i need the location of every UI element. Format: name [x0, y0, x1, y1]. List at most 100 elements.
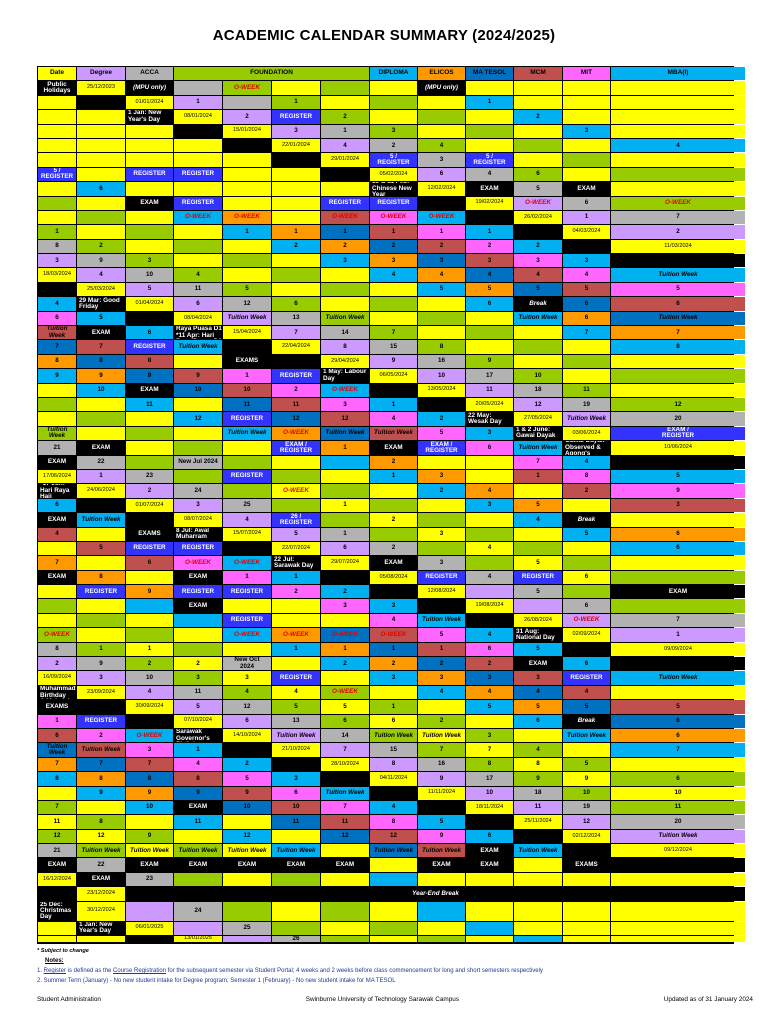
foundation-cell: [77, 412, 125, 426]
ma-tesol-cell: Tuition Week: [38, 743, 76, 757]
elicos-cell: [174, 397, 222, 412]
elicos-cell: [514, 921, 562, 935]
acca-cell: 6: [563, 599, 610, 613]
mba-cell: Tuition Week: [611, 268, 745, 282]
foundation-cell: [370, 498, 417, 513]
foundation-cell: EXAM: [611, 585, 745, 599]
mcm-cell: 8: [174, 772, 222, 786]
foundation-cell: [466, 527, 513, 541]
ma-tesol-cell: 12: [321, 829, 369, 844]
foundation-cell: EXAM: [223, 858, 271, 872]
foundation-cell: 9: [514, 772, 562, 786]
foundation-cell: 9: [563, 772, 610, 786]
foundation-cell: [418, 297, 465, 311]
degree-cell: Tuition Week: [272, 728, 320, 743]
date-cell: 03/06/2024: [563, 426, 610, 441]
foundation-cell: [77, 613, 125, 628]
foundation-cell: 5: [321, 700, 369, 714]
mba-cell: O-WEEK: [223, 556, 271, 570]
mcm-cell: 1: [370, 225, 417, 239]
mit-cell: 5: [418, 628, 465, 642]
elicos-cell: 7: [38, 757, 76, 772]
diploma-cell: 5 / REGISTER: [38, 167, 76, 182]
degree-cell: EXAM: [77, 872, 125, 887]
foundation-cell: [174, 829, 222, 844]
mba-cell: O-WEEK: [418, 210, 465, 225]
foundation-cell: [174, 254, 222, 268]
mit-cell: [126, 138, 173, 153]
diploma-cell: 8: [38, 772, 76, 786]
mit-cell: 9: [611, 484, 745, 498]
mit-cell: EXAM: [77, 326, 125, 340]
holiday-cell: [611, 254, 745, 268]
diploma-cell: 10: [126, 800, 173, 815]
foundation-cell: [370, 311, 417, 326]
degree-cell: 5: [174, 700, 222, 714]
diploma-cell: [370, 872, 417, 887]
foundation-cell: [418, 95, 465, 110]
mba-cell: 3: [370, 599, 417, 613]
degree-cell: 9: [370, 354, 417, 369]
degree-cell: 3: [272, 124, 320, 138]
holiday-cell: [38, 887, 76, 901]
ma-tesol-cell: O-WEEK: [321, 628, 369, 642]
mit-cell: [272, 182, 320, 196]
foundation-cell: [38, 182, 76, 196]
mit-cell: [174, 354, 222, 369]
acca-cell: 24: [174, 901, 222, 921]
ma-tesol-cell: [466, 872, 513, 887]
elicos-cell: 6: [611, 728, 745, 743]
diploma-cell: 4: [370, 268, 417, 282]
diploma-cell: 11: [126, 397, 173, 412]
mit-cell: 6: [38, 311, 76, 326]
foundation-cell: [321, 484, 369, 498]
mcm-cell: Tuition Week: [370, 426, 417, 441]
date-cell: 29/04/2024: [321, 354, 369, 369]
page-footer: Student Administration Swinburne Univers…: [37, 996, 753, 1003]
degree-cell: 12: [563, 815, 610, 829]
elicos-cell: EXAM: [126, 383, 173, 397]
date-cell: 08/01/2024: [174, 110, 222, 124]
mcm-cell: 6: [611, 297, 745, 311]
degree-cell: 8: [370, 757, 417, 772]
mit-cell: 7: [514, 455, 562, 469]
foundation-cell: [611, 556, 745, 570]
holiday-cell: 1 Jan: New Year's Day: [77, 921, 125, 935]
elicos-cell: 9: [126, 786, 173, 800]
diploma-cell: [321, 455, 369, 469]
year-end-break: Year-End Break: [126, 887, 745, 901]
mba-cell: Tuition Week: [514, 844, 562, 858]
mit-cell: 5: [418, 426, 465, 441]
foundation-cell: 2: [174, 657, 222, 671]
holiday-cell: [514, 225, 562, 239]
foundation-cell: 6: [272, 297, 320, 311]
ma-tesol-cell: [223, 599, 271, 613]
foundation-cell: [223, 441, 271, 455]
diploma-cell: EXAM: [321, 858, 369, 872]
mba-cell: 6: [466, 829, 513, 844]
ma-tesol-cell: [126, 570, 173, 585]
foundation-cell: [174, 469, 222, 484]
foundation-cell: [466, 138, 513, 153]
mba-cell: 6: [563, 657, 610, 671]
diploma-cell: 3: [563, 124, 610, 138]
date-cell: 19/02/2024: [466, 196, 513, 210]
foundation-cell: [38, 613, 76, 628]
mba-cell: 6: [126, 326, 173, 340]
mit-cell: 5: [223, 772, 271, 786]
foundation-cell: [370, 484, 417, 498]
foundation-cell: [77, 628, 125, 642]
date-cell: 29/01/2024: [321, 153, 369, 167]
foundation-cell: 5: [563, 757, 610, 772]
foundation-cell: [321, 935, 369, 942]
degree-cell: 2: [611, 225, 745, 239]
foundation-cell: [466, 124, 513, 138]
elicos-cell: O-WEEK: [272, 426, 320, 441]
degree-cell: 4: [126, 685, 173, 700]
foundation-cell: [370, 297, 417, 311]
foundation-cell: 7: [38, 800, 76, 815]
mcm-cell: 12: [321, 412, 369, 426]
date-cell: 11/03/2024: [611, 239, 745, 254]
foundation-cell: [514, 153, 562, 167]
acca-cell: 24: [174, 484, 222, 498]
